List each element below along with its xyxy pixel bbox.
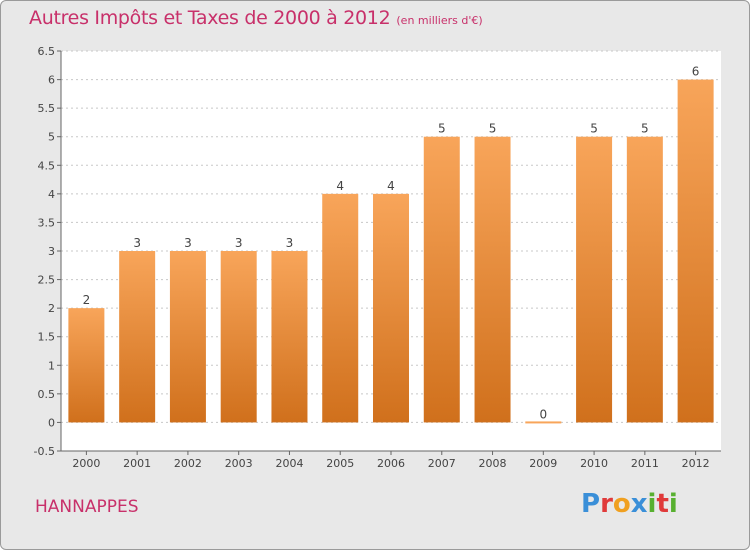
value-label: 2: [83, 293, 91, 307]
value-label: 3: [235, 236, 243, 250]
x-tick-label: 2002: [174, 457, 202, 470]
bar-2008: [474, 136, 511, 423]
value-label: 4: [336, 179, 344, 193]
y-tick-label: 0: [48, 416, 55, 429]
town-name: HANNAPPES: [35, 497, 139, 517]
x-tick-label: 2007: [428, 457, 456, 470]
y-tick-label: 6.5: [38, 45, 56, 58]
bar-2006: [373, 193, 409, 423]
y-tick-label: -0.5: [34, 445, 55, 458]
x-tick-label: 2001: [123, 457, 151, 470]
logo-letter: i: [668, 489, 678, 519]
bar-2011: [626, 136, 663, 423]
x-tick-label: 2005: [326, 457, 354, 470]
value-label: 6: [692, 65, 700, 79]
bar-2007: [423, 136, 460, 423]
x-tick-label: 2006: [377, 457, 405, 470]
y-tick-label: 3.5: [38, 216, 56, 229]
x-tick-label: 2012: [682, 457, 710, 470]
x-tick-label: 2003: [225, 457, 253, 470]
value-label: 5: [641, 122, 649, 136]
value-label: 4: [387, 179, 395, 193]
y-tick-label: 0.5: [38, 388, 56, 401]
bar-2004: [271, 251, 308, 423]
x-tick-label: 2011: [631, 457, 659, 470]
value-label: 5: [590, 122, 598, 136]
y-tick-label: 2: [48, 302, 55, 315]
y-tick-label: 1: [48, 359, 55, 372]
x-tick-label: 2008: [479, 457, 507, 470]
bar-2000: [68, 308, 105, 423]
bar-2005: [322, 193, 359, 423]
bar-2012: [677, 79, 714, 423]
value-label: 3: [286, 236, 294, 250]
y-tick-label: 4.5: [38, 159, 56, 172]
proxiti-logo: Proxiti: [581, 489, 678, 519]
y-tick-label: 2.5: [38, 274, 56, 287]
y-tick-label: 6: [48, 74, 55, 87]
value-label: 5: [438, 122, 446, 136]
logo-letter: r: [600, 489, 613, 519]
value-label: 3: [133, 236, 141, 250]
y-tick-label: 5.5: [38, 102, 56, 115]
x-tick-label: 2010: [580, 457, 608, 470]
x-tick-label: 2000: [72, 457, 100, 470]
y-tick-label: 3: [48, 245, 55, 258]
logo-letter: P: [581, 489, 601, 519]
x-tick-label: 2004: [275, 457, 303, 470]
bar-2009: [525, 421, 562, 424]
logo-letter: t: [656, 489, 669, 519]
value-label: 0: [539, 407, 547, 421]
logo-letter: o: [612, 489, 631, 519]
logo-letter: x: [630, 489, 648, 519]
chart-title-main: Autres Impôts et Taxes de 2000 à 2012: [29, 7, 391, 29]
bar-2003: [220, 251, 257, 423]
chart-title: Autres Impôts et Taxes de 2000 à 2012 (en…: [29, 7, 483, 29]
value-label: 5: [489, 122, 497, 136]
value-label: 3: [184, 236, 192, 250]
logo-letter: i: [647, 489, 657, 519]
x-tick-label: 2009: [529, 457, 557, 470]
bar-2001: [119, 251, 156, 423]
axes: [57, 50, 721, 455]
y-tick-label: 5: [48, 131, 55, 144]
labels: -0.5 0 0.5 1 1.5 2 2.5 3 3.5 4 4.5 5 5.5 6 6.5 2 2000 3 20…: [34, 45, 710, 470]
y-tick-label: 1.5: [38, 331, 56, 344]
chart-title-unit: (en milliers d'€): [396, 14, 483, 27]
bars: [68, 79, 714, 424]
y-tick-label: 4: [48, 188, 55, 201]
bar-2010: [576, 136, 613, 423]
bar-2002: [169, 251, 206, 423]
